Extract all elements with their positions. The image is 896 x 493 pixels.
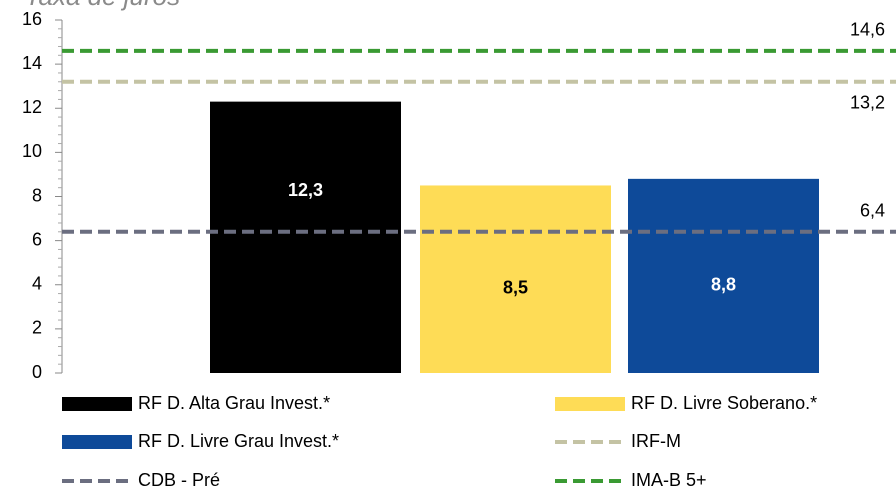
y-tick-label: 16 xyxy=(22,9,42,29)
legend-label: RF D. Livre Soberano.* xyxy=(631,393,817,413)
y-tick-label: 12 xyxy=(22,97,42,117)
data-label: 8,5 xyxy=(503,277,528,297)
bar xyxy=(210,101,401,373)
legend-label: RF D. Livre Grau Invest.* xyxy=(138,431,339,451)
bar xyxy=(420,185,611,373)
legend-label: CDB - Pré xyxy=(138,470,220,490)
data-label: 8,8 xyxy=(711,274,736,294)
legend-label: IRF-M xyxy=(631,431,681,451)
legend-label: RF D. Alta Grau Invest.* xyxy=(138,393,330,413)
legend-label: IMA-B 5+ xyxy=(631,470,707,490)
y-tick-label: 2 xyxy=(32,318,42,338)
chart-title: Taxa de juros xyxy=(25,0,180,11)
bar xyxy=(628,178,819,373)
y-tick-label: 4 xyxy=(32,274,42,294)
legend-swatch xyxy=(62,435,132,449)
legend-swatch xyxy=(62,397,132,411)
y-tick-label: 10 xyxy=(22,141,42,161)
y-tick-label: 14 xyxy=(22,53,42,73)
data-label: 12,3 xyxy=(288,180,323,200)
line-label: 14,6 xyxy=(850,20,885,40)
line-label: 6,4 xyxy=(860,201,885,221)
legend-swatch xyxy=(555,397,625,411)
y-tick-label: 6 xyxy=(32,229,42,249)
y-tick-label: 0 xyxy=(32,362,42,382)
line-label: 13,2 xyxy=(850,93,885,113)
y-tick-label: 8 xyxy=(32,185,42,205)
